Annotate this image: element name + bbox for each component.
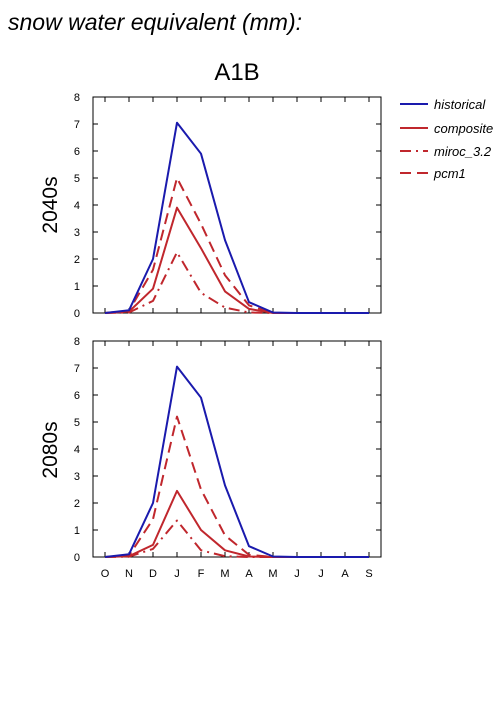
y-tick-label-2040s: 2 [74, 254, 80, 266]
row-label-2040s: 2040s [39, 176, 62, 233]
x-tick-label: O [101, 568, 110, 580]
panel-2040s: 2040s 0 1 2 3 4 5 6 7 8 [39, 92, 382, 320]
plot-frame-2040s [92, 96, 382, 314]
y-tick-label-2040s: 6 [74, 146, 80, 158]
x-tick-label: J [294, 568, 300, 580]
series-pcm1-2080s [104, 415, 369, 558]
y-tick-label-2040s: 1 [74, 281, 80, 293]
x-tick-label: F [198, 568, 205, 580]
y-tick-label-2080s: 8 [74, 336, 80, 348]
series-composite-2080s [104, 489, 369, 558]
scenario-title: A1B [214, 59, 259, 86]
series-composite-2040s [104, 206, 369, 314]
x-tick-label: D [149, 568, 157, 580]
y-tick-label-2080s: 2 [74, 498, 80, 510]
x-tick-label: M [220, 568, 229, 580]
plot-frame-2080s [92, 340, 382, 558]
legend-label-pcm1: pcm1 [433, 166, 466, 181]
y-tick-label-2040s: 7 [74, 119, 80, 131]
series-miroc-3-2-2080s [104, 519, 369, 558]
y-tick-label-2080s: 6 [74, 390, 80, 402]
x-tick-label: N [125, 568, 133, 580]
y-tick-label-2040s: 8 [74, 92, 80, 104]
figure-title: snow water equivalent (mm): [8, 9, 302, 35]
y-tick-label-2040s: 3 [74, 227, 80, 239]
y-tick-label-2040s: 5 [74, 173, 80, 185]
y-tick-label-2080s: 0 [74, 552, 80, 564]
legend-label-composite: composite [434, 121, 493, 136]
series-pcm1-2040s [104, 177, 369, 314]
y-tick-label-2040s: 4 [74, 200, 80, 212]
row-label-2080s: 2080s [39, 421, 62, 478]
x-tick-label: M [268, 568, 277, 580]
x-tick-label: A [341, 568, 349, 580]
legend: historical composite miroc_3.2 pcm1 [400, 97, 493, 181]
series-historical-2040s [104, 121, 369, 314]
legend-label-miroc: miroc_3.2 [434, 144, 492, 159]
x-tick-label: A [245, 568, 253, 580]
y-tick-label-2080s: 4 [74, 444, 80, 456]
x-tick-label: J [318, 568, 324, 580]
y-tick-label-2040s: 0 [74, 308, 80, 320]
y-tick-label-2080s: 1 [74, 525, 80, 537]
panel-2080s: 2080s 0 1 2 3 4 5 6 7 8 O N D J F M A M J J A S [39, 336, 382, 580]
y-tick-label-2080s: 3 [74, 471, 80, 483]
y-tick-label-2080s: 7 [74, 363, 80, 375]
y-tick-label-2080s: 5 [74, 417, 80, 429]
x-tick-label: J [174, 568, 180, 580]
legend-label-historical: historical [434, 97, 486, 112]
series-historical-2080s [104, 365, 369, 558]
x-tick-label: S [365, 568, 372, 580]
